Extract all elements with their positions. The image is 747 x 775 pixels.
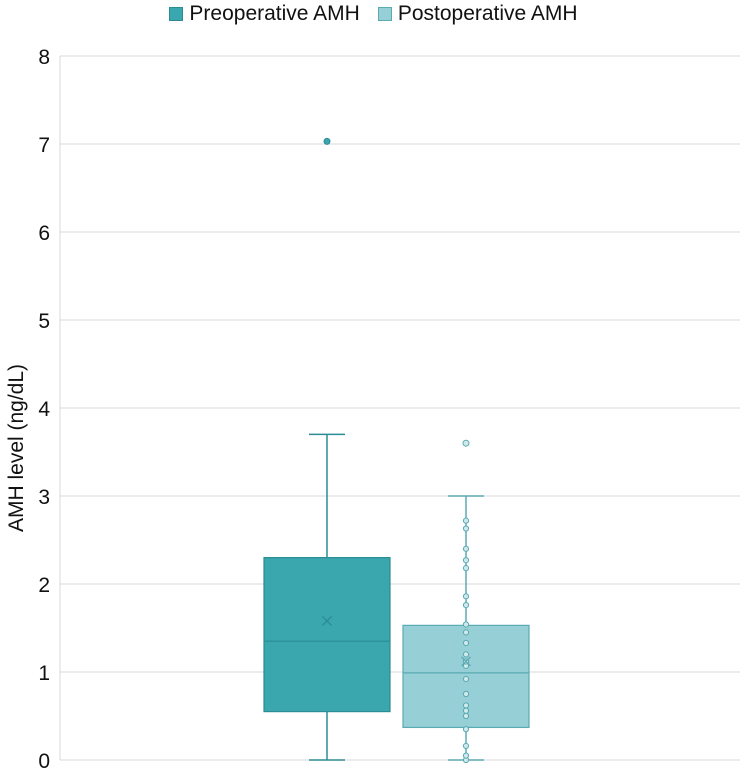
data-point xyxy=(462,651,470,658)
outlier-point xyxy=(462,439,470,447)
legend-swatch-preoperative xyxy=(169,7,184,21)
mean-marker xyxy=(322,616,332,626)
data-point xyxy=(462,752,470,759)
y-tick-label-5: 5 xyxy=(38,310,50,333)
legend-item-postoperative[interactable]: Postoperative AMH xyxy=(377,2,578,26)
data-point xyxy=(462,545,470,552)
data-point xyxy=(462,675,470,683)
y-tick-label-7: 7 xyxy=(38,134,50,157)
data-point xyxy=(462,639,470,647)
data-point xyxy=(462,565,470,572)
data-point xyxy=(462,726,470,733)
data-point xyxy=(462,525,470,532)
legend-label-postoperative: Postoperative AMH xyxy=(397,2,578,25)
y-axis-label: AMH level (ng/dL) xyxy=(5,364,28,532)
y-axis: 0 1 2 3 4 5 6 7 8 xyxy=(38,46,61,773)
outlier-point xyxy=(323,137,331,145)
legend-label-preoperative: Preoperative AMH xyxy=(189,2,360,25)
data-point xyxy=(462,742,470,750)
legend-swatch-postoperative xyxy=(377,7,392,21)
data-point xyxy=(462,602,470,609)
boxes xyxy=(263,137,530,764)
iqr-box xyxy=(263,556,391,713)
y-tick-label-4: 4 xyxy=(38,398,50,421)
data-point xyxy=(462,707,470,714)
data-point xyxy=(462,593,470,600)
data-point xyxy=(462,712,470,720)
y-tick-label-3: 3 xyxy=(38,486,50,509)
y-tick-label-1: 1 xyxy=(38,662,50,685)
data-point xyxy=(462,629,470,636)
y-tick-label-2: 2 xyxy=(38,574,50,597)
legend-item-preoperative[interactable]: Preoperative AMH xyxy=(169,2,360,26)
data-point xyxy=(462,702,470,709)
data-point xyxy=(462,517,470,524)
mean-marker xyxy=(461,656,471,667)
legend: Preoperative AMH Postoperative AMH xyxy=(0,2,747,26)
y-tick-label-8: 8 xyxy=(38,46,50,69)
data-point xyxy=(462,557,470,564)
data-point xyxy=(462,690,470,698)
box-preoperative xyxy=(263,137,391,761)
y-tick-label-0: 0 xyxy=(38,750,50,773)
y-tick-label-6: 6 xyxy=(38,222,50,245)
box-postoperative xyxy=(402,439,530,764)
data-point xyxy=(462,621,470,628)
gridlines xyxy=(60,55,740,761)
